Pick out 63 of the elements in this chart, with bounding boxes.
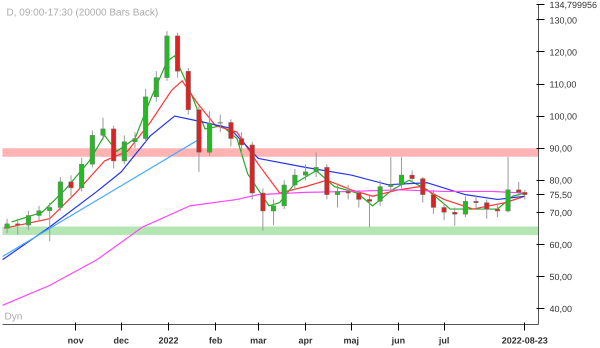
x-tick-label: mar [250, 336, 268, 346]
candlestick [356, 189, 362, 208]
candlestick [398, 156, 404, 189]
candlestick [388, 156, 394, 192]
y-tick-label: 130,00 [550, 15, 578, 26]
x-tick-label: 2022-08-23 [502, 336, 548, 346]
candlestick [26, 210, 31, 230]
candlestick [122, 134, 127, 165]
candlestick [68, 174, 74, 197]
y-tick-label: 50,00 [550, 272, 572, 282]
candlestick [292, 168, 298, 190]
line-series [3, 80, 526, 229]
candlestick [132, 132, 138, 149]
candlestick [260, 188, 266, 232]
candlestick [79, 157, 84, 192]
candlestick [430, 189, 436, 214]
candlestick [239, 132, 244, 157]
candlestick [314, 152, 319, 178]
y-tick-label: 90,00 [550, 144, 572, 154]
x-tick-label: jul [438, 336, 450, 346]
candlestick [494, 204, 500, 218]
candlestick [228, 118, 234, 148]
x-tick-label: maj [343, 336, 359, 346]
candlestick [506, 156, 511, 213]
x-tick-label: nov [68, 336, 84, 346]
candlestick [36, 205, 42, 221]
x-tick-label: feb [208, 336, 223, 346]
candlestick [282, 180, 287, 210]
candlestick [366, 196, 372, 228]
y-tick-label: 110,00 [550, 80, 576, 90]
candlestick [4, 218, 10, 234]
chart-title: D, 09:00-17:30 (20000 Bars Back) [6, 8, 158, 18]
candlestick [302, 164, 308, 181]
candlestick [15, 218, 20, 236]
y-tick-label: 70,00 [550, 208, 572, 218]
candlestick [484, 198, 490, 220]
candlestick [334, 182, 340, 208]
candlestick [154, 70, 159, 102]
y-tick-label: 134,799956 [550, 0, 598, 10]
annotation: Dyn [4, 312, 22, 322]
x-tick-label: 2022 [158, 336, 178, 346]
y-tick-label: 100,00 [550, 112, 578, 122]
y-tick-label: 120,00 [550, 47, 578, 58]
x-tick-label: dec [114, 336, 130, 346]
x-tick-label: jun [390, 336, 406, 346]
y-tick-label: 40,00 [550, 304, 572, 314]
candlestick [346, 184, 351, 200]
line-series [2, 115, 526, 260]
candlestick [442, 202, 447, 221]
candlestick [410, 170, 415, 184]
x-tick-label: apr [298, 336, 314, 346]
y-tick-label: 60,00 [550, 240, 572, 250]
candlestick [100, 117, 106, 141]
candlestick [452, 206, 458, 226]
y-tick-label: 80,00 [550, 176, 572, 186]
candlestick [474, 196, 479, 210]
candlestick [420, 176, 426, 204]
candlestick [378, 180, 383, 206]
y-tick-label: 75,50 [550, 190, 572, 200]
candlestick [462, 196, 468, 218]
candlestick [47, 202, 52, 242]
candlestick [271, 198, 276, 226]
candlestick [218, 114, 223, 133]
